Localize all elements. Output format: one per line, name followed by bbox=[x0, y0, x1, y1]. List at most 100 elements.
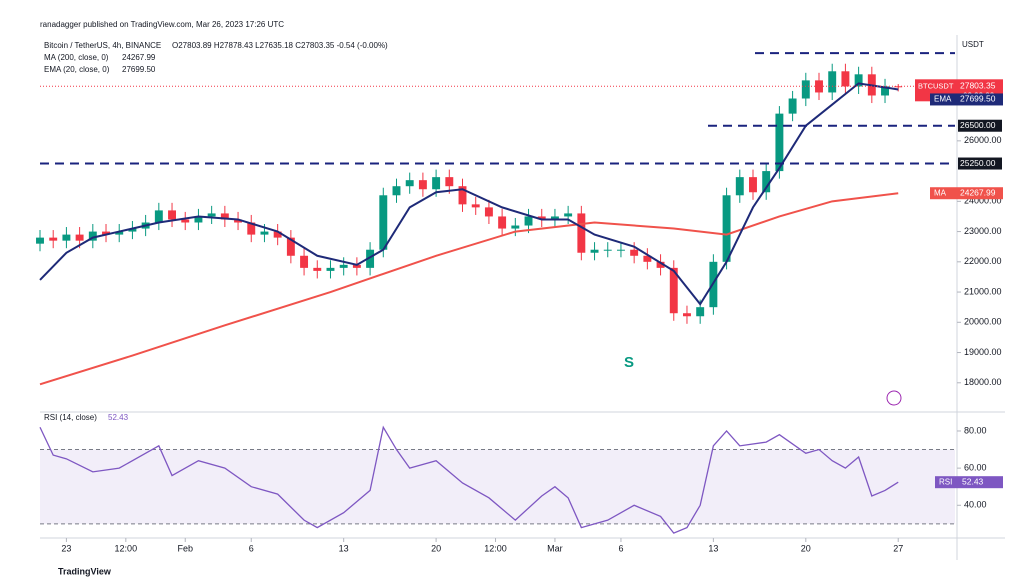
ema-legend: EMA (20, close, 0) bbox=[44, 65, 110, 74]
candle-body bbox=[775, 113, 784, 172]
x-tick-label: 13 bbox=[708, 543, 718, 553]
series-tag bbox=[930, 93, 1003, 106]
candle-body bbox=[762, 171, 771, 193]
candle-body bbox=[194, 216, 203, 223]
candle-body bbox=[339, 264, 348, 268]
series-tag bbox=[930, 187, 1003, 200]
candle-body bbox=[471, 204, 480, 208]
candle-body bbox=[683, 313, 691, 317]
candle-body bbox=[564, 213, 573, 217]
candle-body bbox=[841, 71, 850, 87]
series-tag-name: RSI bbox=[939, 477, 952, 486]
candle-body bbox=[669, 267, 678, 314]
candle-body bbox=[511, 225, 520, 229]
candle-body bbox=[524, 216, 533, 226]
candle-body bbox=[247, 222, 256, 235]
candle-body bbox=[854, 74, 863, 87]
footer-logo: TradingView bbox=[58, 566, 112, 576]
candle-body bbox=[168, 210, 176, 220]
rsi-title: RSI (14, close) bbox=[44, 413, 97, 422]
candle-body bbox=[815, 80, 823, 93]
rsi-legend-value: 52.43 bbox=[108, 413, 129, 422]
candle-body bbox=[62, 234, 71, 241]
level-label: 25250.00 bbox=[960, 158, 996, 168]
x-tick-label: 13 bbox=[339, 543, 349, 553]
candle-body bbox=[749, 177, 757, 193]
x-tick-label: Feb bbox=[177, 543, 193, 553]
candle-body bbox=[207, 213, 216, 217]
y-tick-label: 60.00 bbox=[964, 463, 987, 473]
series-tag bbox=[935, 476, 1003, 489]
y-tick-label: 20000.00 bbox=[964, 317, 1002, 327]
candle-body bbox=[154, 210, 163, 223]
candle-body bbox=[115, 231, 124, 235]
x-tick-label: 12:00 bbox=[115, 543, 138, 553]
candle-body bbox=[260, 231, 269, 235]
candle-body bbox=[735, 177, 744, 196]
candle-body bbox=[36, 237, 44, 244]
y-tick-label: 18000.00 bbox=[964, 377, 1002, 387]
line bbox=[39, 192, 899, 386]
candle-body bbox=[550, 216, 559, 220]
candle-body bbox=[445, 177, 454, 187]
ma-legend: MA (200, close, 0) bbox=[44, 53, 109, 62]
y-tick-label: 23000.00 bbox=[964, 226, 1002, 236]
level-tag bbox=[958, 119, 1002, 132]
alert-icon[interactable] bbox=[886, 390, 902, 406]
x-tick-label: 23 bbox=[61, 543, 71, 553]
x-tick-label: 27 bbox=[893, 543, 903, 553]
x-tick-label: 12:00 bbox=[484, 543, 507, 553]
candle-body bbox=[273, 231, 282, 238]
candle-body bbox=[405, 180, 414, 187]
last-price-name: BTCUSDT bbox=[918, 81, 954, 90]
x-tick-label: 20 bbox=[801, 543, 811, 553]
candle-body bbox=[379, 195, 388, 250]
last-price-label: 27803.35 bbox=[960, 81, 996, 91]
candle-body bbox=[300, 255, 309, 268]
candle-body bbox=[234, 219, 243, 223]
candle-body bbox=[432, 177, 441, 190]
annotation: S bbox=[624, 354, 634, 371]
candle-body bbox=[352, 264, 361, 268]
candle-body bbox=[656, 261, 665, 268]
candle-body bbox=[313, 267, 322, 271]
candle-body bbox=[828, 71, 837, 93]
series-tag-value: 24267.99 bbox=[960, 187, 996, 197]
y-tick-label: 19000.00 bbox=[964, 347, 1002, 357]
candle-body bbox=[590, 249, 599, 253]
x-tick-label: 6 bbox=[618, 543, 623, 553]
x-tick-label: 20 bbox=[431, 543, 441, 553]
rsi-band bbox=[40, 449, 955, 524]
y-tick-label: 26000.00 bbox=[964, 135, 1002, 145]
candle-body bbox=[49, 237, 58, 241]
candle-body bbox=[220, 213, 229, 220]
x-tick-label: 6 bbox=[249, 543, 254, 553]
candle-body bbox=[128, 228, 137, 232]
candle-body bbox=[881, 86, 889, 96]
x-tick-label: Mar bbox=[547, 543, 563, 553]
candle-body bbox=[498, 216, 507, 229]
candle-body bbox=[643, 255, 652, 262]
candle-body bbox=[181, 219, 190, 223]
candle-body bbox=[326, 267, 335, 271]
level-label: 26500.00 bbox=[960, 120, 996, 130]
candle-body bbox=[392, 186, 401, 196]
candle-body bbox=[484, 207, 493, 217]
candle-body bbox=[696, 307, 705, 317]
candle-body bbox=[458, 186, 467, 205]
candle-body bbox=[366, 249, 375, 268]
candle-body bbox=[722, 195, 731, 262]
candle-body bbox=[788, 98, 797, 114]
line bbox=[39, 82, 899, 306]
candle-body bbox=[418, 180, 427, 190]
publisher: ranadagger published on TradingView.com,… bbox=[40, 20, 284, 29]
y-tick-label: 21000.00 bbox=[964, 286, 1002, 296]
candle-body bbox=[102, 231, 110, 235]
candle-body bbox=[616, 249, 625, 251]
currency: USDT bbox=[962, 40, 984, 49]
candle-body bbox=[801, 80, 810, 99]
y-tick-label: 24000.00 bbox=[964, 196, 1002, 206]
level-tag bbox=[958, 157, 1002, 170]
candle-body bbox=[577, 213, 586, 253]
